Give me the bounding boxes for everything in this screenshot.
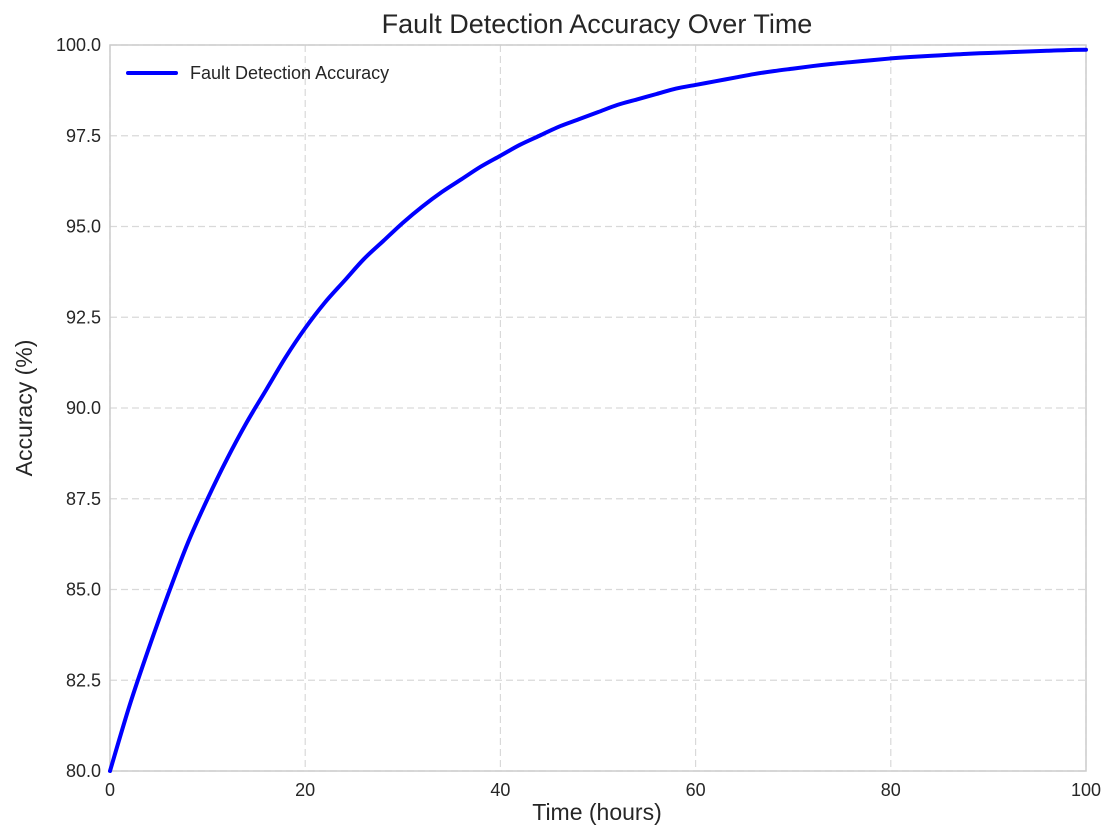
- x-tick-label: 0: [105, 780, 115, 800]
- y-tick-label: 97.5: [66, 126, 101, 146]
- y-tick-label: 82.5: [66, 670, 101, 690]
- x-axis-label: Time (hours): [532, 799, 662, 825]
- y-tick-label: 80.0: [66, 761, 101, 781]
- y-tick-label: 100.0: [56, 35, 101, 55]
- y-tick-label: 92.5: [66, 307, 101, 327]
- y-tick-label: 87.5: [66, 489, 101, 509]
- y-tick-label: 95.0: [66, 217, 101, 237]
- x-tick-label: 100: [1071, 780, 1101, 800]
- x-tick-label: 20: [295, 780, 315, 800]
- x-tick-label: 80: [881, 780, 901, 800]
- y-axis-label: Accuracy (%): [11, 340, 37, 477]
- y-tick-label: 90.0: [66, 398, 101, 418]
- x-tick-label: 60: [686, 780, 706, 800]
- chart-title: Fault Detection Accuracy Over Time: [382, 9, 813, 39]
- legend-label: Fault Detection Accuracy: [190, 63, 389, 83]
- y-tick-label: 85.0: [66, 580, 101, 600]
- x-tick-label: 40: [490, 780, 510, 800]
